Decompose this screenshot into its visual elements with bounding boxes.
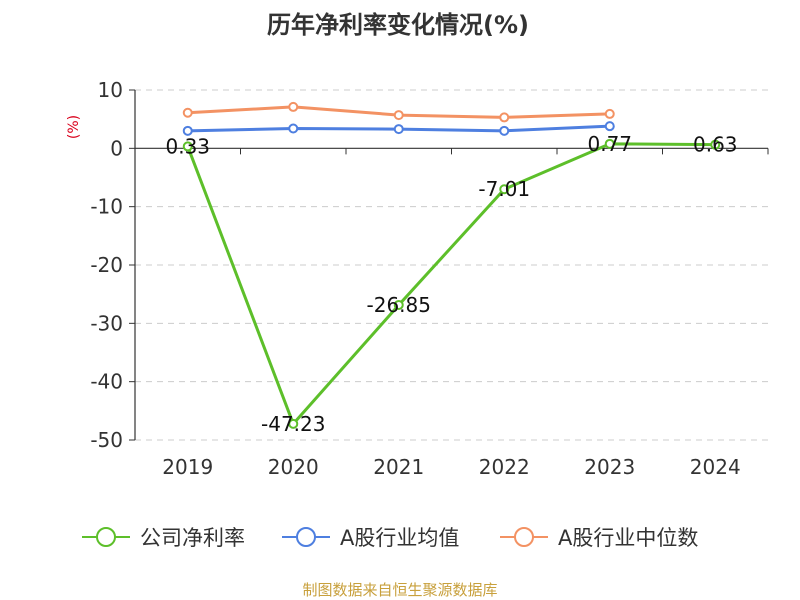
y-axis-ticks: 10 0 -10 -20 -30 -40 -50 — [90, 78, 135, 452]
gridlines — [135, 89, 768, 441]
data-label: -26.85 — [367, 293, 431, 317]
legend-marker — [296, 527, 316, 547]
y-tick-label: -20 — [90, 253, 123, 277]
data-label: -7.01 — [478, 177, 530, 201]
legend-marker — [514, 527, 534, 547]
legend-item: A股行业中位数 — [500, 526, 698, 550]
data-point — [288, 418, 299, 429]
legend-label: A股行业均值 — [340, 526, 459, 550]
legend-item: A股行业均值 — [282, 526, 459, 550]
y-tick-label: -40 — [90, 370, 123, 394]
data-point — [182, 141, 193, 152]
x-tick-label: 2024 — [690, 455, 741, 479]
series-line — [186, 142, 716, 426]
legend-label: A股行业中位数 — [558, 526, 698, 550]
data-point — [393, 299, 404, 310]
data-point — [182, 107, 193, 118]
y-tick-label: -30 — [90, 311, 123, 335]
x-tick-label: 2019 — [162, 455, 213, 479]
legend-marker — [96, 527, 116, 547]
data-point — [604, 138, 615, 149]
x-tick-label: 2022 — [479, 455, 530, 479]
data-point — [604, 108, 615, 119]
x-tick-label: 2020 — [268, 455, 319, 479]
x-axis-ticks: 2019 2020 2021 2022 2023 2024 — [162, 455, 740, 479]
series-0 — [182, 138, 721, 429]
y-axis-unit: (%) — [66, 115, 82, 139]
legend-item: 公司净利率 — [82, 526, 245, 550]
data-label: -47.23 — [261, 412, 325, 436]
chart-title: 历年净利率变化情况(%) — [267, 11, 529, 39]
data-point — [393, 124, 404, 135]
data-point — [499, 112, 510, 123]
data-point — [499, 125, 510, 136]
data-point — [288, 123, 299, 134]
x-tick-label: 2023 — [584, 455, 635, 479]
y-tick-label: -10 — [90, 195, 123, 219]
x-tick-label: 2021 — [373, 455, 424, 479]
data-label: 0.63 — [693, 133, 738, 157]
data-point — [288, 101, 299, 112]
source-note: 制图数据来自恒生聚源数据库 — [302, 581, 497, 599]
data-label: 0.77 — [587, 132, 632, 156]
y-tick-label: -50 — [90, 428, 123, 452]
data-label: 0.33 — [165, 134, 210, 158]
data-point — [710, 139, 721, 150]
legend-label: 公司净利率 — [140, 526, 245, 550]
series-2 — [182, 101, 615, 123]
series-1 — [182, 121, 615, 136]
axes — [134, 90, 769, 440]
data-point — [499, 184, 510, 195]
legend: 公司净利率 A股行业均值 A股行业中位数 — [82, 526, 698, 550]
data-point — [393, 110, 404, 121]
series-layer — [182, 101, 721, 429]
y-tick-label: 0 — [110, 136, 123, 160]
y-tick-label: 10 — [98, 78, 123, 102]
data-point — [182, 125, 193, 136]
data-point — [604, 121, 615, 132]
data-labels: 0.33 -47.23 -26.85 -7.01 0.77 0.63 — [165, 132, 737, 436]
